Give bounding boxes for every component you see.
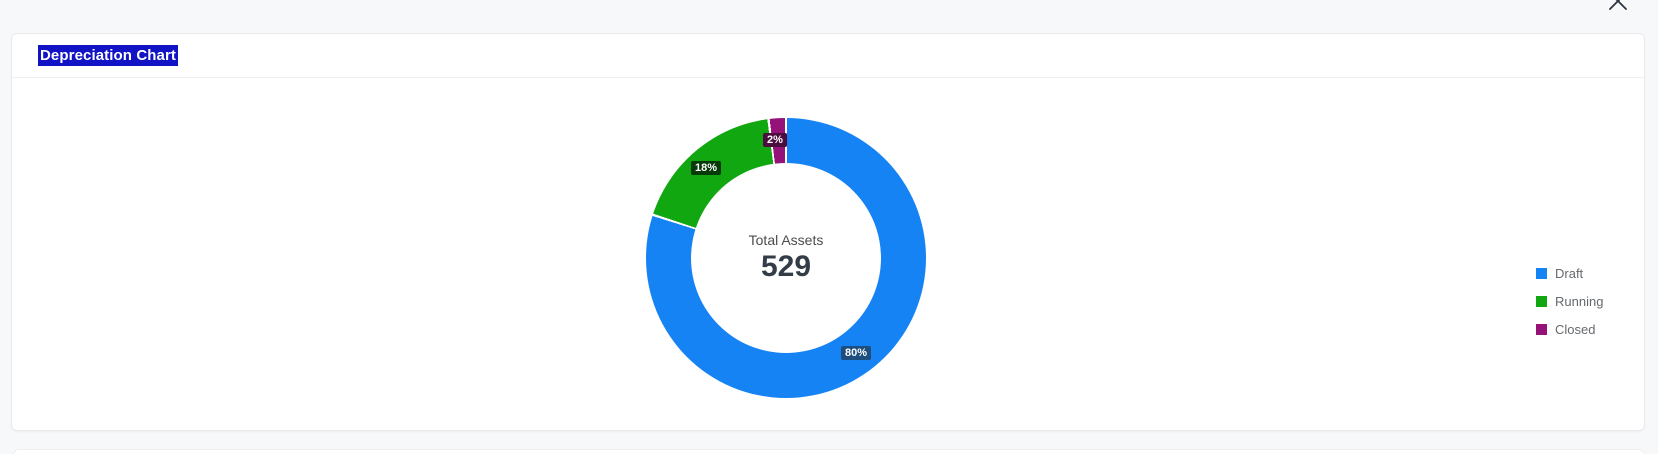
donut-chart[interactable]: Total Assets 529 80% 18% 2%: [646, 118, 926, 398]
next-card-edge: [13, 449, 1645, 454]
panel-title: Depreciation Chart: [38, 45, 178, 66]
legend-item-draft[interactable]: Draft: [1536, 266, 1603, 281]
legend-label-closed: Closed: [1555, 322, 1596, 337]
total-assets-value: 529: [760, 250, 812, 283]
total-assets-label: Total Assets: [748, 232, 824, 248]
legend-swatch-closed-icon: [1536, 324, 1547, 335]
segment-label-closed: 2%: [763, 133, 787, 147]
legend-label-running: Running: [1555, 294, 1604, 309]
close-icon[interactable]: [1606, 0, 1630, 13]
chart-area: Total Assets 529 80% 18% 2% Draft Runnin…: [12, 78, 1644, 430]
donut-center: Total Assets 529: [691, 163, 881, 353]
depreciation-chart-panel: Depreciation Chart Total Assets 529 80% …: [11, 33, 1645, 431]
legend-swatch-draft-icon: [1536, 268, 1547, 279]
segment-label-running: 18%: [690, 161, 722, 175]
legend-item-closed[interactable]: Closed: [1536, 322, 1603, 337]
segment-label-draft: 80%: [840, 346, 872, 360]
chart-legend: Draft Running Closed: [1536, 266, 1603, 350]
legend-swatch-running-icon: [1536, 296, 1547, 307]
panel-header: Depreciation Chart: [12, 34, 1644, 78]
legend-label-draft: Draft: [1555, 266, 1584, 281]
legend-item-running[interactable]: Running: [1536, 294, 1603, 309]
